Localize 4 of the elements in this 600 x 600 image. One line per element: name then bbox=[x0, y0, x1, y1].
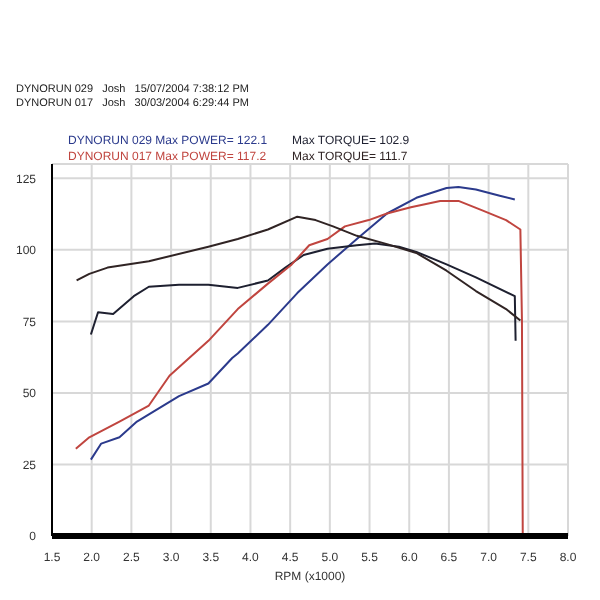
line-series bbox=[89, 242, 517, 342]
line-series bbox=[74, 199, 524, 536]
line-series bbox=[75, 215, 522, 322]
line-series bbox=[89, 185, 516, 461]
